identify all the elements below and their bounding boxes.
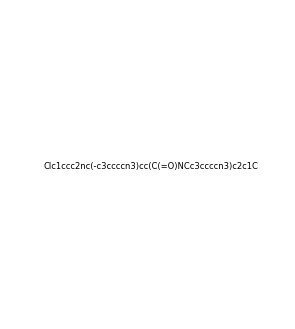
Text: Clc1ccc2nc(-c3ccccn3)cc(C(=O)NCc3ccccn3)c2c1C: Clc1ccc2nc(-c3ccccn3)cc(C(=O)NCc3ccccn3)… [44, 162, 259, 171]
